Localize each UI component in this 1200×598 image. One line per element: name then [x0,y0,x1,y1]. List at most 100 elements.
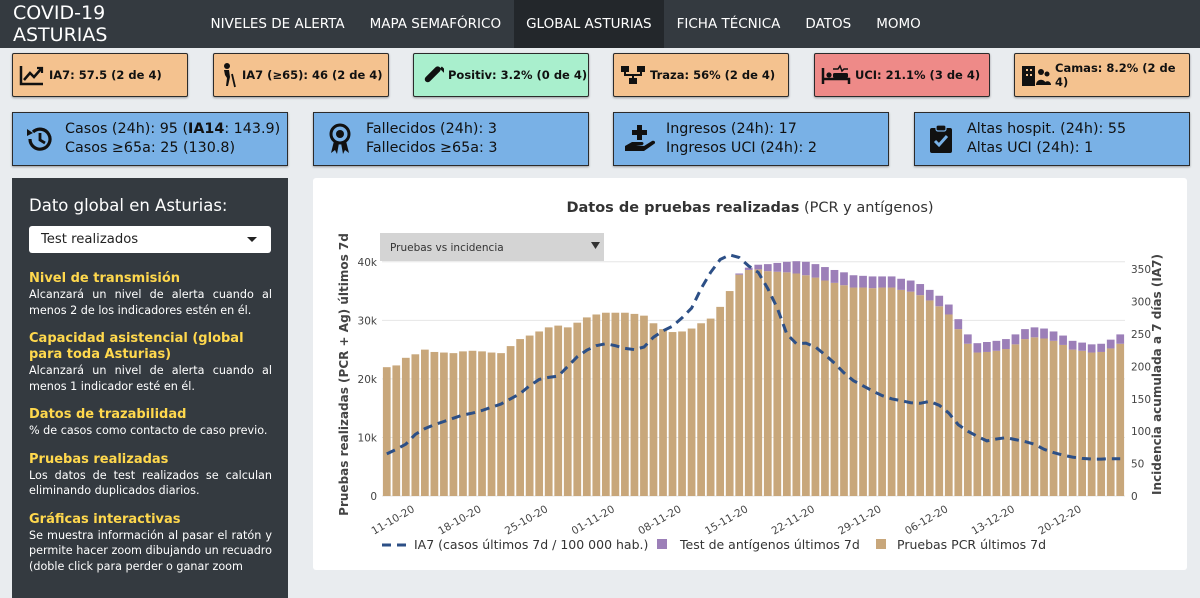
bar-antigen [935,295,944,307]
x-tick-label: 01-11-20 [570,503,617,537]
bar-pcr [754,269,763,496]
bar-antigen [782,261,791,273]
indicator-uci[interactable]: UCI: 21.1% (3 de 4) [814,53,990,97]
bar-pcr [382,367,391,496]
bar-pcr [716,306,725,496]
indicator-traza[interactable]: Traza: 56% (2 de 4) [613,53,789,97]
section-text: Alcanzará un nivel de alerta cuando al m… [29,364,272,393]
bar-pcr [687,328,696,496]
nav-niveles-de-alerta[interactable]: NIVELES DE ALERTA [210,16,345,32]
bar-pcr [725,291,734,496]
bar-pcr [906,291,915,496]
indicator-camas[interactable]: Camas: 8.2% (2 de 4) [1014,53,1190,97]
bar-pcr [411,354,420,496]
bar-antigen [963,334,972,344]
bar-pcr [535,331,544,496]
network-icon [621,66,645,84]
bar-antigen [983,342,991,352]
bar-antigen [763,264,772,272]
bar-pcr [659,329,667,496]
top-navbar: COVID-19 ASTURIAS NIVELES DE ALERTA MAPA… [0,0,1200,48]
vial-icon [424,66,444,83]
bar-pcr [821,280,829,496]
indicator-ia7-65[interactable]: IA7 (≥65): 46 (2 de 4) [213,53,389,97]
bar-pcr [554,325,563,496]
bar-antigen [754,264,763,270]
bar-pcr [840,285,848,496]
stat-altas: Altas hospit. (24h): 55 Altas UCI (24h):… [914,112,1190,166]
section-heading: Datos de trazabilidad [29,407,187,422]
bar-antigen [906,280,915,292]
bar-pcr [1116,343,1125,496]
y-right-tick-label: 0 [1131,491,1138,503]
tests-chart[interactable]: Datos de pruebas realizadas (PCR y antíg… [313,178,1187,570]
bar-pcr [468,350,477,496]
bar-antigen [1040,328,1048,339]
bar-pcr [544,327,553,496]
indicator-positividad[interactable]: Positiv: 3.2% (0 de 4) [413,53,589,97]
nav-mapa-semaforico[interactable]: MAPA SEMAFÓRICO [369,16,502,32]
bar-antigen [1078,342,1086,351]
bar-pcr [983,351,991,496]
trend-chart-icon [19,66,44,86]
clipboard-check-icon [930,124,952,153]
bar-pcr [1002,349,1010,496]
bar-pcr [944,314,953,496]
bar-pcr [706,318,715,496]
bar-pcr [973,352,982,496]
nav-global-asturias[interactable]: GLOBAL ASTURIAS [513,0,665,48]
ribbon-icon [329,123,351,154]
y-left-tick-label: 40k [358,257,378,269]
bar-pcr [1097,351,1106,496]
bar-antigen [868,276,877,289]
series-line-ia7 [386,253,1121,461]
bar-pcr [1049,340,1058,496]
indicator-traza-label: Traza: 56% (2 de 4) [650,68,776,82]
bar-antigen [830,269,839,283]
y-left-axis-title: Pruebas realizadas (PCR + Ag) últimos 7d [337,233,351,516]
bar-pcr [430,351,439,496]
nav-ficha-tecnica[interactable]: FICHA TÉCNICA [676,16,781,32]
stat-ingresos-line1: Ingresos (24h): 17 [666,121,797,137]
bar-pcr [506,346,515,496]
bar-antigen [840,272,848,286]
bar-pcr [782,272,791,496]
bar-antigen [821,267,829,281]
bar-pcr [859,287,867,496]
bar-antigen [744,267,753,270]
bar-antigen [849,275,858,288]
bar-pcr [697,323,705,496]
indicator-uci-label: UCI: 21.1% (3 de 4) [855,68,981,82]
sidebar-section-pruebas: Pruebas realizadas Los datos de test rea… [29,452,272,499]
history-icon [27,127,52,151]
stat-casos-line1: Casos (24h): 95 (IA14: 143.9) [65,121,281,137]
sidebar-section-capacidad: Capacidad asistencial (global para toda … [29,331,272,394]
elderly-person-icon [224,63,236,88]
app-brand[interactable]: COVID-19 ASTURIAS [13,2,108,46]
y-left-tick-label: 10k [358,432,378,444]
sidebar-section-transmision: Nivel de transmisión Alcanzará un nivel … [29,271,272,318]
stat-ingresos-line2: Ingresos UCI (24h): 2 [666,140,817,156]
data-type-select[interactable]: Test realizados [29,226,271,253]
bar-pcr [668,332,677,496]
x-tick-label: 22-11-20 [770,503,817,537]
legend-label-ia7: IA7 (casos últimos 7d / 100 000 hab.) [414,537,648,552]
chart-panel[interactable]: Datos de pruebas realizadas (PCR y antíg… [313,178,1187,570]
bar-pcr [497,353,505,496]
x-tick-label: 18-10-20 [436,503,483,537]
bar-antigen [1011,334,1020,345]
legend-label-antigen: Test de antígenos últimos 7d [679,537,860,552]
section-text: Alcanzará un nivel de alerta cuando al m… [29,288,272,317]
x-tick-label: 06-12-20 [903,503,950,537]
y-right-axis-title: Incidencia acumulada a 7 días (IA7) [1150,254,1164,495]
nav-datos[interactable]: DATOS [805,16,852,32]
y-right-tick-label: 300 [1131,297,1151,309]
hand-plus-icon [625,125,656,151]
bar-pcr [630,313,639,496]
bar-pcr [649,323,658,496]
bar-pcr [897,289,906,496]
y-right-tick-label: 250 [1131,329,1151,341]
indicator-ia7[interactable]: IA7: 57.5 (2 de 4) [12,53,188,97]
nav-momo[interactable]: MOMO [876,16,921,32]
sidebar-section-graficas: Gráficas interactivas Se muestra informa… [29,512,272,575]
